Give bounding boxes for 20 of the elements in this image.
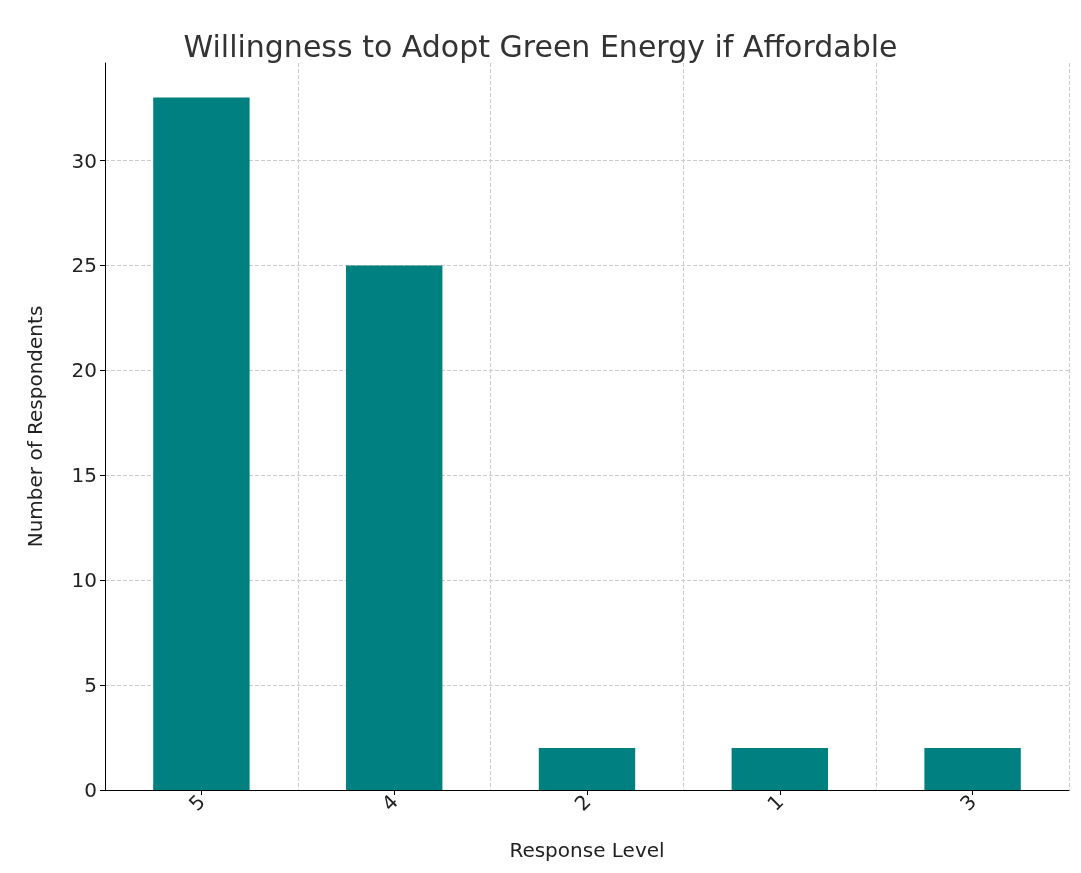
chart-title: Willingness to Adopt Green Energy if Affordable	[183, 28, 898, 64]
bar	[346, 265, 443, 790]
y-tick-label: 10	[71, 568, 97, 593]
x-axis-title: Response Level	[509, 838, 665, 862]
bar	[153, 97, 250, 790]
x-tick-label: 1	[762, 789, 789, 816]
y-tick-label: 25	[71, 253, 97, 278]
y-tick-label: 30	[71, 148, 97, 173]
bar	[538, 748, 636, 790]
y-tick-label: 0	[84, 778, 97, 802]
y-tick-label: 15	[71, 463, 97, 488]
y-tick-label: 5	[84, 673, 97, 698]
x-tick-label: 2	[569, 789, 596, 816]
bar	[731, 748, 828, 790]
y-tick-label: 20	[71, 358, 97, 383]
y-axis-title: Number of Respondents	[23, 305, 47, 548]
x-tick-label: 3	[955, 789, 982, 816]
x-tick-label: 5	[183, 789, 210, 816]
bar	[924, 748, 1021, 790]
x-tick-label: 4	[376, 789, 403, 816]
